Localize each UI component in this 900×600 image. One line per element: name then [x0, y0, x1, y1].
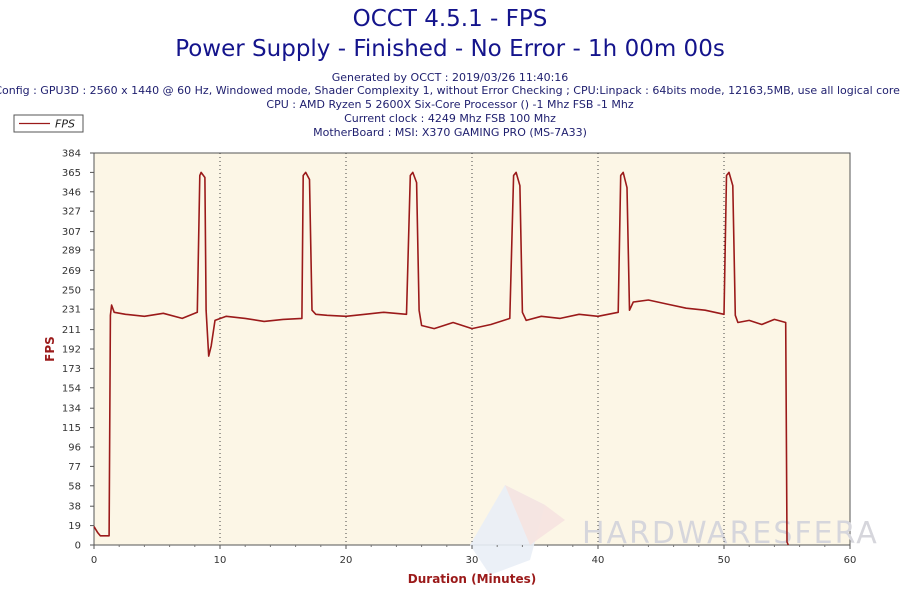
watermark-logo-accent	[505, 485, 565, 545]
x-tick-label: 50	[718, 555, 731, 566]
y-tick-label: 96	[68, 443, 81, 454]
x-tick-label: 40	[592, 555, 605, 566]
y-tick-label: 0	[75, 541, 81, 552]
x-tick-label: 10	[214, 555, 227, 566]
watermark: HARDWARESFERA	[470, 485, 879, 575]
y-tick-label: 365	[62, 168, 81, 179]
legend-label: FPS	[55, 118, 75, 131]
x-tick-label: 60	[844, 555, 857, 566]
y-tick-label: 192	[62, 345, 81, 356]
y-tick-label: 384	[62, 149, 81, 160]
info-line-generated: Generated by OCCT : 2019/03/26 11:40:16	[331, 71, 569, 84]
x-axis-title: Duration (Minutes)	[408, 572, 536, 586]
y-tick-label: 38	[68, 502, 81, 513]
x-tick-label: 0	[91, 555, 97, 566]
info-line-motherboard: MotherBoard : MSI: X370 GAMING PRO (MS-7…	[313, 126, 587, 139]
y-tick-label: 19	[68, 521, 81, 532]
y-tick-label: 289	[62, 245, 81, 256]
series-line-fps	[93, 171, 790, 546]
y-tick-label: 231	[62, 305, 81, 316]
info-line-config: Config : GPU3D : 2560 x 1440 @ 60 Hz, Wi…	[0, 84, 900, 97]
y-tick-label: 173	[62, 364, 81, 375]
chart-subtitle: Power Supply - Finished - No Error - 1h …	[175, 36, 725, 62]
y-tick-label: 77	[68, 462, 81, 473]
y-tick-label: 154	[62, 383, 81, 394]
y-tick-label: 327	[62, 207, 81, 218]
y-axis-title: FPS	[43, 336, 57, 362]
info-line-clock: Current clock : 4249 Mhz FSB 100 Mhz	[344, 112, 556, 125]
chart-title: OCCT 4.5.1 - FPS	[352, 6, 548, 32]
y-tick-label: 211	[62, 325, 81, 336]
watermark-text: HARDWARESFERA	[582, 516, 879, 551]
y-tick-label: 58	[68, 481, 81, 492]
y-tick-label: 346	[62, 187, 81, 198]
y-tick-label: 307	[62, 227, 81, 238]
info-line-cpu: CPU : AMD Ryzen 5 2600X Six-Core Process…	[266, 98, 634, 111]
x-tick-label: 30	[466, 555, 479, 566]
x-tick-label: 20	[340, 555, 353, 566]
y-tick-label: 115	[62, 423, 81, 434]
y-tick-label: 134	[62, 404, 81, 415]
y-tick-label: 269	[62, 266, 81, 277]
y-tick-label: 250	[62, 285, 81, 296]
